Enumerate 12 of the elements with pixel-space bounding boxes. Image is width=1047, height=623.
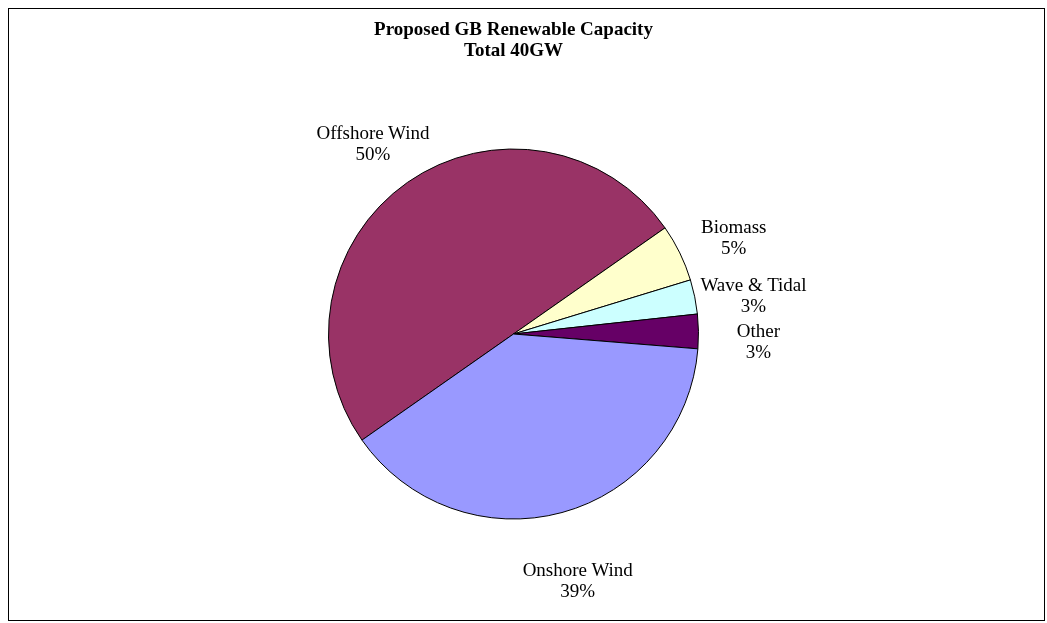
chart-subtitle: Total 40GW [463,39,564,60]
chart-title: Proposed GB Renewable Capacity [374,18,654,39]
data-label: 3% [745,340,772,362]
data-label: 3% [740,294,767,316]
slice-label: Biomass [700,215,767,237]
slice-label: Onshore Wind [522,559,634,581]
data-label: 50% [355,143,391,165]
data-label: 39% [560,580,596,602]
slice-label: Other [736,319,781,341]
slice-label: Wave & Tidal [700,273,807,295]
data-label: 5% [721,236,747,258]
slice-label: Offshore Wind [316,122,430,144]
